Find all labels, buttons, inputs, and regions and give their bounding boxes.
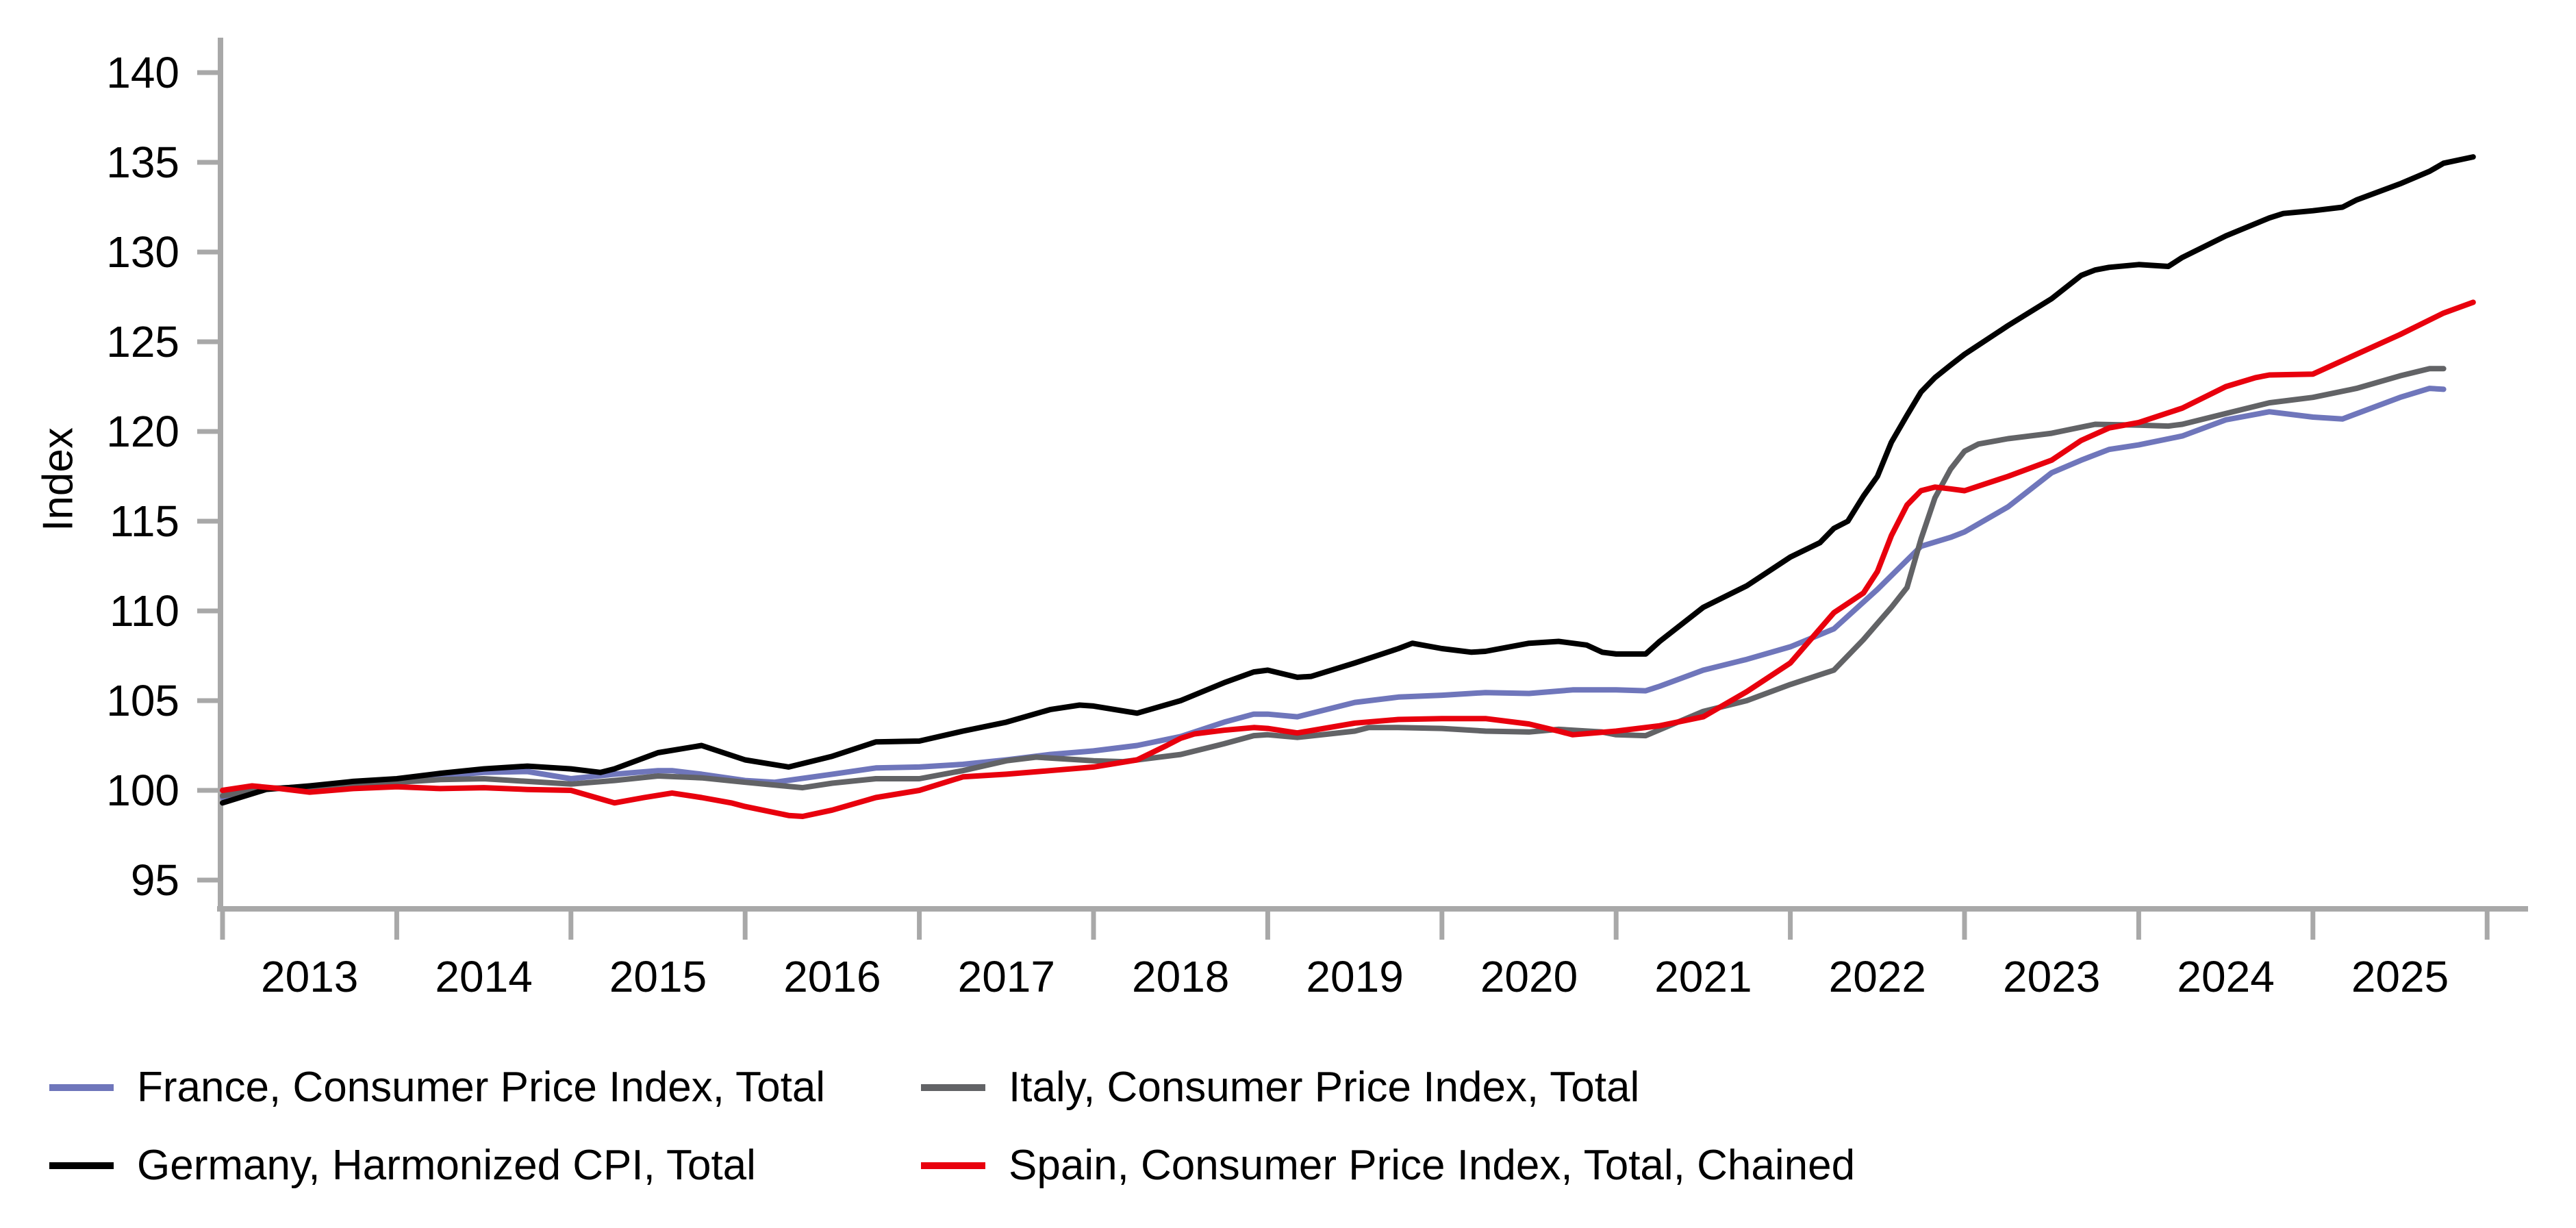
series-line-spain <box>220 299 2476 819</box>
x-tick-label-2017: 2017 <box>958 952 1055 1001</box>
legend-item-italy: Italy, Consumer Price Index, Total <box>921 1063 1639 1112</box>
y-tick-label-95: 95 <box>131 855 179 905</box>
x-tick-label-2021: 2021 <box>1654 952 1752 1001</box>
x-tick-label-2013: 2013 <box>261 952 358 1001</box>
x-tick-label-2025: 2025 <box>2351 952 2449 1001</box>
legend-label-france: France, Consumer Price Index, Total <box>137 1064 826 1111</box>
y-tick-label-120: 120 <box>106 407 179 456</box>
y-tick-label-105: 105 <box>106 676 179 725</box>
legend-item-france: France, Consumer Price Index, Total <box>49 1063 825 1112</box>
x-tick-label-2023: 2023 <box>2003 952 2100 1001</box>
france-line-swatch-icon <box>49 1083 114 1091</box>
y-tick-label-140: 140 <box>106 48 179 97</box>
legend-label-spain: Spain, Consumer Price Index, Total, Chai… <box>1009 1142 1856 1189</box>
x-tick-label-2020: 2020 <box>1480 952 1578 1001</box>
series-line-france <box>220 386 2447 801</box>
legend-label-germany: Germany, Harmonized CPI, Total <box>137 1142 756 1189</box>
germany-line-swatch-icon <box>49 1162 114 1169</box>
x-tick-label-2014: 2014 <box>435 952 532 1001</box>
x-tick-label-2024: 2024 <box>2177 952 2274 1001</box>
x-tick-label-2022: 2022 <box>1829 952 1926 1001</box>
y-tick-label-125: 125 <box>106 317 179 366</box>
legend-item-germany: Germany, Harmonized CPI, Total <box>49 1141 756 1190</box>
italy-line-swatch-icon <box>921 1083 985 1091</box>
spain-line-swatch-icon <box>921 1162 985 1169</box>
legend-item-spain: Spain, Consumer Price Index, Total, Chai… <box>921 1141 1855 1190</box>
y-tick-label-115: 115 <box>110 497 179 546</box>
y-tick-label-100: 100 <box>106 766 179 815</box>
x-tick-label-2019: 2019 <box>1306 952 1403 1001</box>
y-axis-title: Index <box>34 427 82 531</box>
x-tick-label-2018: 2018 <box>1132 952 1229 1001</box>
series-line-italy <box>220 366 2447 799</box>
y-tick-label-135: 135 <box>106 138 179 187</box>
x-tick-label-2015: 2015 <box>609 952 707 1001</box>
y-tick-label-130: 130 <box>106 227 179 277</box>
legend-label-italy: Italy, Consumer Price Index, Total <box>1009 1064 1640 1111</box>
x-tick-label-2016: 2016 <box>783 952 881 1001</box>
y-tick-label-110: 110 <box>110 586 179 636</box>
series-line-germany <box>220 154 2476 806</box>
